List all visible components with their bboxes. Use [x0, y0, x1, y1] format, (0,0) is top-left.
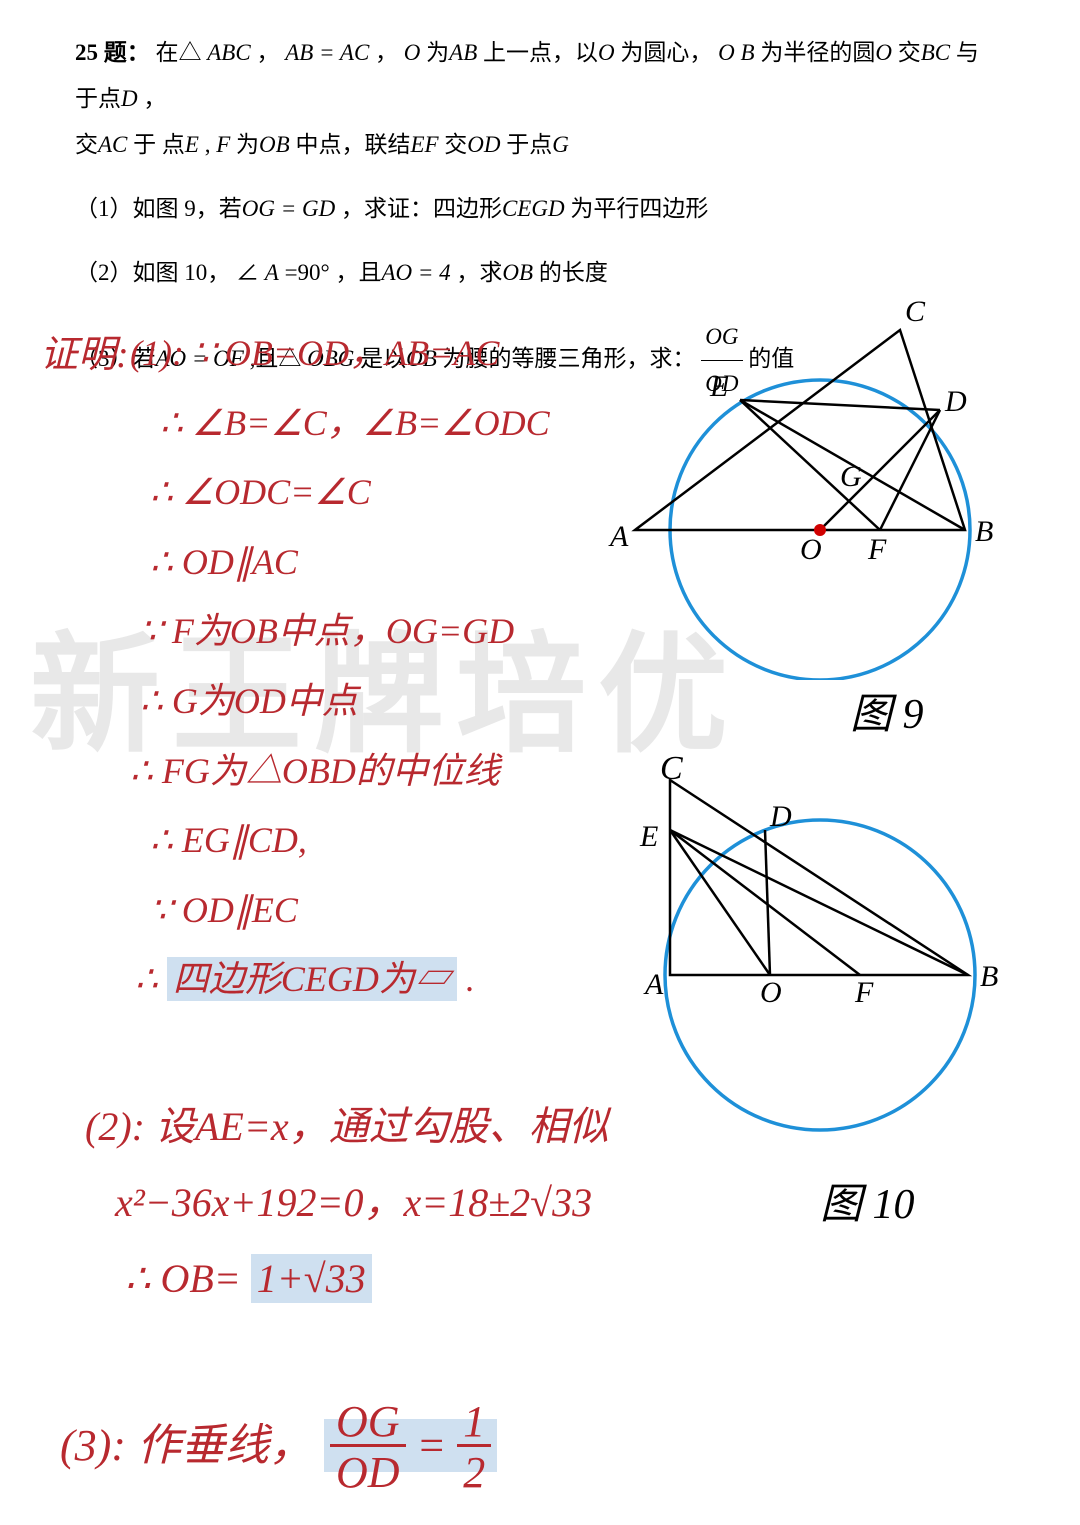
text: 在△: [156, 40, 208, 65]
handwritten-part2: (2): 设AE=x，通过勾股、相似 x²−36x+192=0，x=18±2√3…: [85, 1095, 785, 1323]
hw-line: ∴ ∠ODC=∠C: [150, 464, 690, 522]
label-E1: E: [710, 370, 728, 404]
hw-line: ∵ F为OB中点，OG=GD: [140, 603, 690, 661]
hw-line: ∴ G为OD中点: [140, 673, 690, 731]
figure-9-label: 图 9: [850, 680, 924, 741]
denominator: 2: [457, 1447, 491, 1500]
text: .: [466, 959, 475, 999]
text: ，: [375, 40, 404, 65]
text: ，求: [456, 260, 502, 285]
var: E: [185, 132, 199, 157]
text: ，: [143, 86, 166, 111]
var: O: [598, 40, 615, 65]
text: （1）如图 9，若: [75, 196, 242, 221]
eq: AO = 4: [381, 260, 450, 285]
fraction: 1 2: [457, 1400, 491, 1500]
highlight-fraction: OG OD = 1 2: [324, 1419, 497, 1472]
highlight-conclusion: 四边形CEGD为▱: [167, 957, 457, 1001]
hw-line: ∴ ∠B=∠C，∠B=∠ODC: [160, 395, 690, 453]
hw-line: (1): ∵ OB=OD，AB=AC: [130, 325, 690, 383]
denominator: OD: [330, 1447, 406, 1500]
var: AC: [98, 132, 127, 157]
equals: =: [417, 1421, 458, 1470]
text: 为: [426, 40, 449, 65]
text: 为平行四边形: [570, 196, 708, 221]
var: O: [404, 40, 421, 65]
text: 交: [75, 132, 98, 157]
numerator: 1: [457, 1400, 491, 1447]
var: OB: [259, 132, 290, 157]
var: ABC: [207, 40, 250, 65]
highlight-answer: 1+√33: [251, 1254, 372, 1303]
numerator: OG: [330, 1400, 406, 1447]
problem-number: 25 题：: [75, 40, 150, 65]
label-F1: F: [868, 533, 886, 567]
text: ∴ OB=: [125, 1256, 251, 1301]
part-1: （1）如图 9，若OG = GD ，求证：四边形CEGD 为平行四边形: [75, 186, 995, 232]
var: F: [216, 132, 230, 157]
part-2: （2）如图 10， ∠ A =90° ，且AO = 4 ，求OB 的长度: [75, 250, 995, 296]
text: ,: [205, 132, 217, 157]
label-C1: C: [905, 295, 925, 329]
var: D: [121, 86, 138, 111]
text: 中点，联结: [295, 132, 410, 157]
var: CEGD: [502, 196, 565, 221]
text: 的长度: [539, 260, 608, 285]
handwritten-part3: (3): 作垂线， OG OD = 1 2: [60, 1400, 497, 1500]
label-B2: B: [980, 960, 998, 994]
text: 上一点，以: [483, 40, 598, 65]
var: G: [552, 132, 569, 157]
label-D2: D: [770, 800, 792, 834]
hw-line: ∴ OD∥AC: [150, 534, 690, 592]
hw-line: x²−36x+192=0，x=18±2√33: [115, 1171, 785, 1235]
var: OB: [502, 260, 533, 285]
text: (3): 作垂线，: [60, 1421, 313, 1470]
text: 为圆心，: [620, 40, 718, 65]
proof-label: 证明:: [40, 325, 129, 386]
figure-10-label: 图 10: [820, 1170, 915, 1231]
text: 于点: [506, 132, 552, 157]
handwritten-proof: (1): ∵ OB=OD，AB=AC ∴ ∠B=∠C，∠B=∠ODC ∴ ∠OD…: [130, 325, 690, 1021]
var: A: [265, 260, 279, 285]
var: O B: [718, 40, 754, 65]
text: 交: [898, 40, 921, 65]
text: 为半径的圆: [760, 40, 875, 65]
text: =90° ，且: [285, 260, 382, 285]
label-O1: O: [800, 533, 822, 567]
eq: AB = AC: [285, 40, 369, 65]
label-G1: G: [840, 460, 862, 494]
text: 交: [444, 132, 467, 157]
eq: OG = GD: [242, 196, 335, 221]
text: 于 点: [133, 132, 185, 157]
label-B1: B: [975, 515, 993, 549]
var: BC: [921, 40, 950, 65]
var: AB: [449, 40, 477, 65]
hw-line: ∴ FG为△OBD的中位线: [130, 743, 690, 801]
text: ∴: [135, 959, 167, 999]
fraction: OG OD: [330, 1400, 406, 1500]
hw-line: (2): 设AE=x，通过勾股、相似: [85, 1095, 785, 1159]
text: ，: [256, 40, 285, 65]
var: EF: [410, 132, 438, 157]
text: ，求证：四边形: [341, 196, 502, 221]
hw-line: ∴ 四边形CEGD为▱ .: [135, 951, 690, 1009]
hw-line: ∴ EG∥CD,: [150, 812, 690, 870]
label-F2: F: [855, 976, 873, 1010]
label-D1: D: [945, 385, 967, 419]
text: 为: [236, 132, 259, 157]
hw-line: ∴ OB= 1+√33: [125, 1247, 785, 1311]
label-O2: O: [760, 976, 782, 1010]
var: O: [875, 40, 892, 65]
text: （2）如图 10， ∠: [75, 260, 265, 285]
hw-line: ∵ OD∥EC: [150, 882, 690, 940]
var: OD: [467, 132, 500, 157]
